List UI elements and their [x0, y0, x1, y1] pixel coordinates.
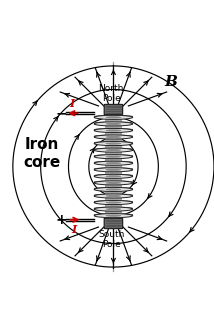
Ellipse shape: [105, 188, 122, 190]
Ellipse shape: [94, 174, 133, 177]
Ellipse shape: [94, 194, 133, 196]
Ellipse shape: [94, 207, 133, 211]
Ellipse shape: [94, 207, 133, 209]
Ellipse shape: [105, 123, 122, 125]
FancyBboxPatch shape: [104, 218, 123, 228]
Text: −: −: [55, 106, 67, 120]
Ellipse shape: [94, 181, 133, 183]
Ellipse shape: [105, 143, 122, 145]
Ellipse shape: [94, 135, 133, 138]
Ellipse shape: [94, 174, 133, 178]
Ellipse shape: [94, 161, 133, 165]
Ellipse shape: [94, 148, 133, 151]
Ellipse shape: [94, 135, 133, 139]
Text: North
Pole: North Pole: [99, 84, 124, 103]
Text: I: I: [71, 224, 76, 235]
Ellipse shape: [94, 194, 133, 198]
Text: B: B: [165, 75, 178, 89]
Ellipse shape: [105, 201, 122, 204]
Ellipse shape: [94, 122, 133, 124]
Ellipse shape: [94, 168, 133, 170]
Ellipse shape: [105, 149, 122, 151]
Ellipse shape: [94, 168, 133, 172]
Ellipse shape: [105, 175, 122, 177]
Ellipse shape: [94, 129, 133, 131]
Text: I: I: [69, 98, 74, 109]
Ellipse shape: [94, 142, 133, 144]
Ellipse shape: [105, 129, 122, 132]
Ellipse shape: [105, 208, 122, 210]
Ellipse shape: [94, 200, 133, 203]
Ellipse shape: [94, 214, 133, 218]
Ellipse shape: [105, 182, 122, 184]
Ellipse shape: [94, 122, 133, 126]
Ellipse shape: [94, 187, 133, 191]
Text: +: +: [55, 213, 67, 227]
Ellipse shape: [94, 115, 133, 119]
Ellipse shape: [105, 136, 122, 138]
Ellipse shape: [105, 214, 122, 217]
Ellipse shape: [105, 168, 122, 171]
Ellipse shape: [94, 142, 133, 146]
Ellipse shape: [94, 181, 133, 185]
Ellipse shape: [94, 200, 133, 204]
Ellipse shape: [105, 116, 122, 119]
Ellipse shape: [105, 156, 122, 158]
Ellipse shape: [94, 115, 133, 118]
Ellipse shape: [94, 214, 133, 216]
Text: South
Pole: South Pole: [98, 230, 125, 249]
Ellipse shape: [94, 129, 133, 133]
Ellipse shape: [94, 161, 133, 164]
Ellipse shape: [105, 195, 122, 197]
Text: Iron
core: Iron core: [23, 137, 60, 170]
Ellipse shape: [94, 148, 133, 152]
Ellipse shape: [94, 155, 133, 157]
Ellipse shape: [94, 187, 133, 190]
Ellipse shape: [105, 162, 122, 165]
Bar: [105, 114, 122, 219]
Ellipse shape: [94, 155, 133, 159]
FancyBboxPatch shape: [104, 105, 123, 115]
